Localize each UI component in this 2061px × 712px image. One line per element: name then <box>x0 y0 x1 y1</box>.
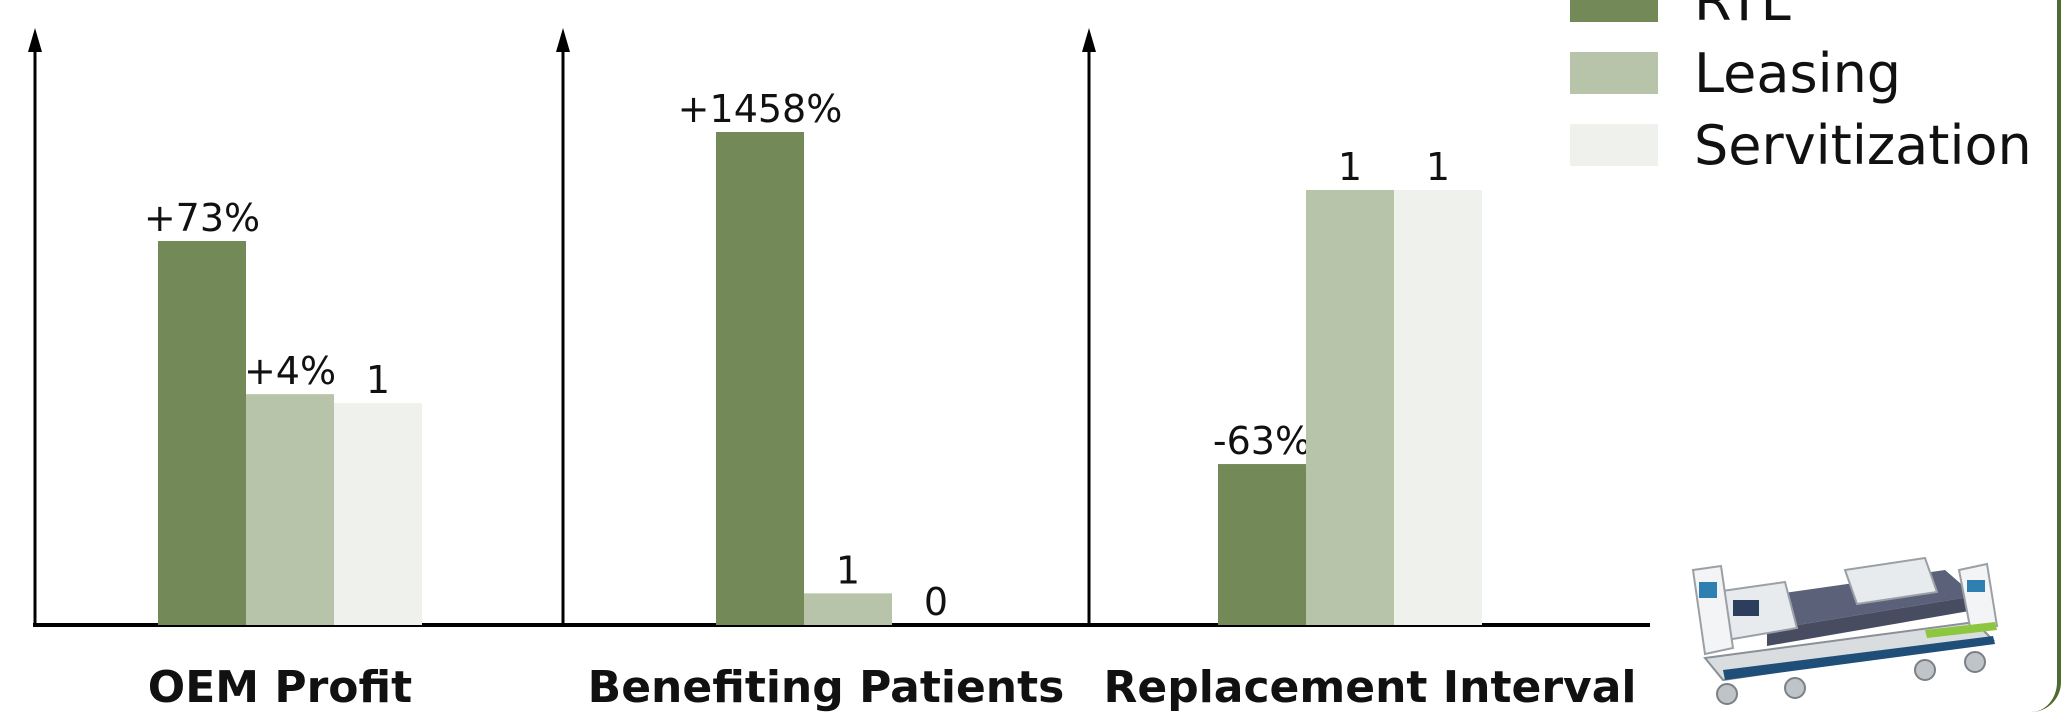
bar-benefiting-patients-rtl <box>716 132 804 625</box>
legend-label-rtl: RTL <box>1694 0 1791 33</box>
data-label-replacement-interval-rtl: -63% <box>1213 419 1311 463</box>
y-axis-arrow-benefiting-patients <box>556 28 570 52</box>
legend-swatch-rtl <box>1570 0 1658 22</box>
bar-replacement-interval-rtl <box>1218 464 1306 625</box>
category-label-replacement-interval: Replacement Interval <box>1103 662 1636 712</box>
data-label-benefiting-patients-servitization: 0 <box>924 580 948 624</box>
y-axis-arrow-replacement-interval <box>1082 28 1096 52</box>
bar-benefiting-patients-leasing <box>804 593 892 625</box>
hospital-bed-image <box>1691 556 1999 705</box>
data-label-replacement-interval-servitization: 1 <box>1426 145 1450 189</box>
data-label-benefiting-patients-rtl: +1458% <box>678 87 843 131</box>
y-axis-arrow-oem-profit <box>28 28 42 52</box>
legend-swatch-servitization <box>1570 124 1658 166</box>
category-label-benefiting-patients: Benefiting Patients <box>588 662 1065 712</box>
legend-swatch-leasing <box>1570 52 1658 94</box>
bar-oem-profit-servitization <box>334 403 422 625</box>
bar-replacement-interval-leasing <box>1306 190 1394 625</box>
data-label-replacement-interval-leasing: 1 <box>1338 145 1362 189</box>
legend-label-leasing: Leasing <box>1694 42 1902 105</box>
data-label-oem-profit-leasing: +4% <box>244 349 336 393</box>
bar-oem-profit-rtl <box>158 241 246 625</box>
bar-oem-profit-leasing <box>246 394 334 625</box>
data-label-benefiting-patients-leasing: 1 <box>836 548 860 592</box>
data-label-oem-profit-servitization: 1 <box>366 358 390 402</box>
frame-border <box>2031 0 2061 712</box>
category-label-oem-profit: OEM Profit <box>148 662 412 712</box>
data-label-oem-profit-rtl: +73% <box>144 196 260 240</box>
bar-replacement-interval-servitization <box>1394 190 1482 625</box>
legend-label-servitization: Servitization <box>1694 114 2032 177</box>
